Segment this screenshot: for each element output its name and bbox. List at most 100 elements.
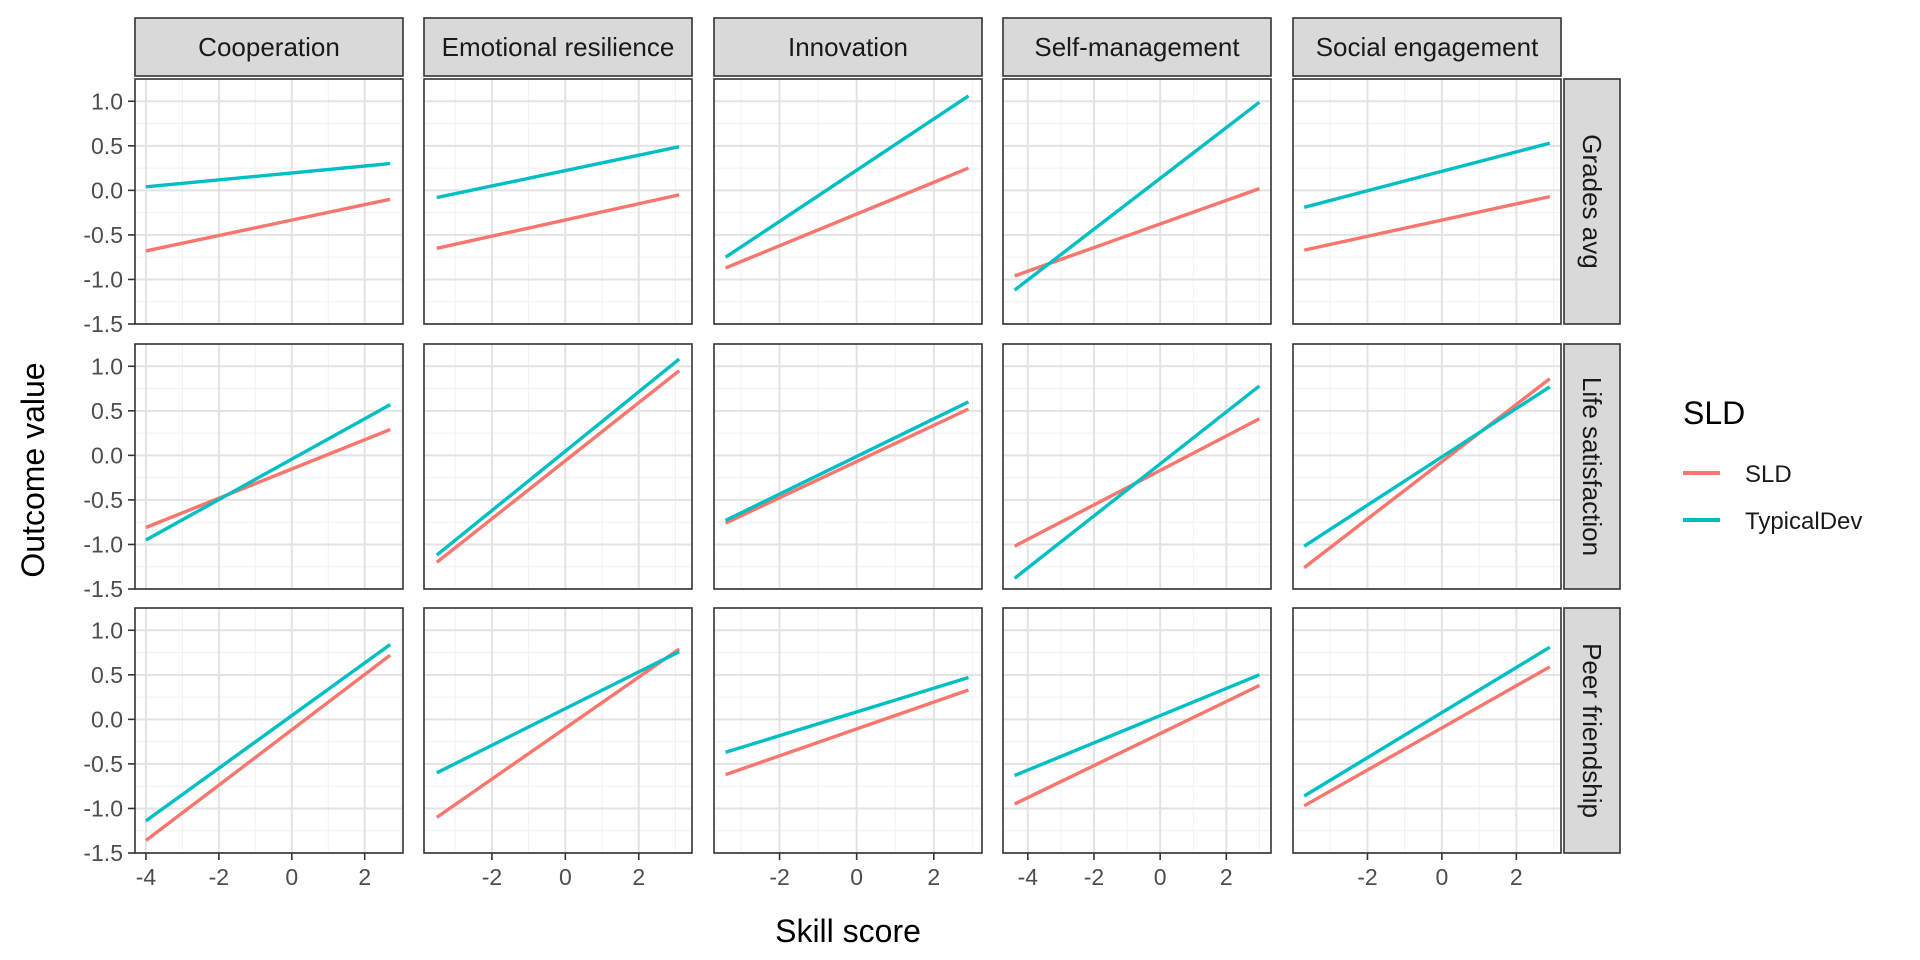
column-strip-emotional-resilience: Emotional resilience — [423, 17, 693, 77]
panel-background — [1293, 608, 1561, 853]
panel-peer-friendship-cooperation — [134, 607, 404, 854]
panel-background — [1003, 608, 1271, 853]
panel-background — [1003, 79, 1271, 324]
series-line-typicaldev — [724, 400, 970, 522]
series-line-sld — [1014, 186, 1260, 278]
panel-border — [423, 78, 693, 325]
series-line-sld — [1303, 194, 1551, 252]
column-strip-label: Innovation — [788, 32, 908, 62]
panel-border — [423, 607, 693, 854]
panel-background — [714, 79, 982, 324]
x-tick-label: 2 — [1510, 864, 1523, 890]
series-line-typicaldev — [1303, 645, 1551, 798]
series-line-sld — [435, 369, 681, 564]
series-line-sld — [724, 407, 970, 525]
row-strip-label: Life satisfaction — [1577, 377, 1607, 556]
series-line-sld — [144, 653, 392, 842]
panel-life-satisfaction-innovation — [713, 343, 983, 590]
x-tick-label: 2 — [1220, 864, 1233, 890]
panel-grades-avg-cooperation — [134, 78, 404, 325]
panel-border — [1002, 607, 1272, 854]
panel-life-satisfaction-self-management — [1002, 343, 1272, 590]
series-line-typicaldev — [1303, 385, 1551, 548]
series-line-typicaldev — [145, 161, 391, 189]
panel-grades-avg-social-engagement — [1292, 78, 1562, 325]
y-tick-label: -0.5 — [83, 487, 123, 513]
legend-title: SLD — [1683, 395, 1745, 431]
x-tick-label: -2 — [1357, 864, 1377, 890]
panel-life-satisfaction-emotional-resilience — [423, 343, 693, 590]
panel-border — [1292, 78, 1562, 325]
panel-peer-friendship-social-engagement — [1292, 607, 1562, 854]
strip-background — [1292, 17, 1562, 77]
y-axis: 1.0 0.5 0.0 -0.5 -1.0 -1.5 1.0 0.5 0.0 -0.5 -1.0 -1… — [83, 88, 135, 866]
x-tick-label: 0 — [1435, 864, 1448, 890]
strip-background — [1563, 343, 1621, 590]
x-tick-label: -2 — [209, 864, 229, 890]
x-tick-label: -2 — [769, 864, 789, 890]
series-line-sld — [435, 647, 681, 819]
y-tick-label: -1.5 — [83, 311, 123, 337]
panel-peer-friendship-innovation — [713, 607, 983, 854]
column-strip-label: Cooperation — [198, 32, 340, 62]
series-line-typicaldev — [144, 643, 392, 823]
panel-life-satisfaction-social-engagement — [1292, 343, 1562, 590]
panel-border — [713, 607, 983, 854]
panel-border — [713, 343, 983, 590]
y-tick-label: 0.5 — [91, 133, 123, 159]
x-tick-label: 0 — [559, 864, 572, 890]
x-tick-label: 0 — [285, 864, 298, 890]
y-tick-label: 0.0 — [91, 177, 123, 203]
y-tick-label: 1.0 — [91, 88, 123, 114]
x-tick-label: -4 — [1018, 864, 1039, 890]
row-strip-grades-avg: Grades avg — [1563, 78, 1621, 325]
x-tick-label: 2 — [632, 864, 645, 890]
x-axis-title: Skill score — [775, 913, 921, 949]
panel-grades-avg-self-management — [1002, 78, 1272, 325]
row-strip-label: Grades avg — [1577, 134, 1607, 268]
column-strip-cooperation: Cooperation — [134, 17, 404, 77]
panel-border — [423, 343, 693, 590]
y-tick-label: 0.5 — [91, 398, 123, 424]
column-strip-social-engagement: Social engagement — [1292, 17, 1562, 77]
y-tick-label: -1.0 — [83, 531, 123, 557]
column-strip-self-management: Self-management — [1002, 17, 1272, 77]
row-strip-life-satisfaction: Life satisfaction — [1563, 343, 1621, 590]
series-line-typicaldev — [435, 357, 681, 557]
series-line-typicaldev — [436, 145, 680, 200]
panel-background — [1003, 344, 1271, 589]
x-tick-label: -2 — [1084, 864, 1104, 890]
series-line-typicaldev — [1013, 384, 1261, 580]
row-strip-peer-friendship: Peer friendship — [1563, 607, 1621, 854]
x-axis: -4 -2 0 2 -2 0 2 -2 0 2 -4 -2 0 2 -2 0 2 — [136, 853, 1523, 890]
legend-label-sld: SLD — [1745, 461, 1792, 488]
series-line-typicaldev — [725, 675, 970, 754]
strip-background — [1002, 17, 1272, 77]
legend-label-typicaldev: TypicalDev — [1745, 508, 1862, 535]
y-tick-label: 0.0 — [91, 706, 123, 732]
y-tick-label: -0.5 — [83, 222, 123, 248]
strip-background — [134, 17, 404, 77]
series-line-typicaldev — [1303, 141, 1551, 209]
x-tick-label: -2 — [482, 864, 502, 890]
y-tick-label: -0.5 — [83, 751, 123, 777]
series-line-sld — [1013, 683, 1261, 806]
panel-border — [134, 78, 404, 325]
series-line-sld — [1303, 377, 1551, 569]
y-tick-label: 0.0 — [91, 442, 123, 468]
series-line-sld — [725, 688, 970, 777]
series-line-typicaldev — [1013, 673, 1261, 778]
strips-layer: Cooperation Emotional resilience Innovatio… — [134, 17, 1621, 854]
panel-peer-friendship-self-management — [1002, 607, 1272, 854]
panel-background — [135, 79, 403, 324]
panel-border — [134, 343, 404, 590]
y-tick-label: 1.0 — [91, 353, 123, 379]
panel-background — [135, 344, 403, 589]
panel-grades-avg-innovation — [713, 78, 983, 325]
row-strip-label: Peer friendship — [1577, 643, 1607, 818]
column-strip-innovation: Innovation — [713, 17, 983, 77]
strip-background — [1563, 607, 1621, 854]
series-line-sld — [1303, 665, 1551, 808]
series-line-typicaldev — [1013, 100, 1261, 292]
